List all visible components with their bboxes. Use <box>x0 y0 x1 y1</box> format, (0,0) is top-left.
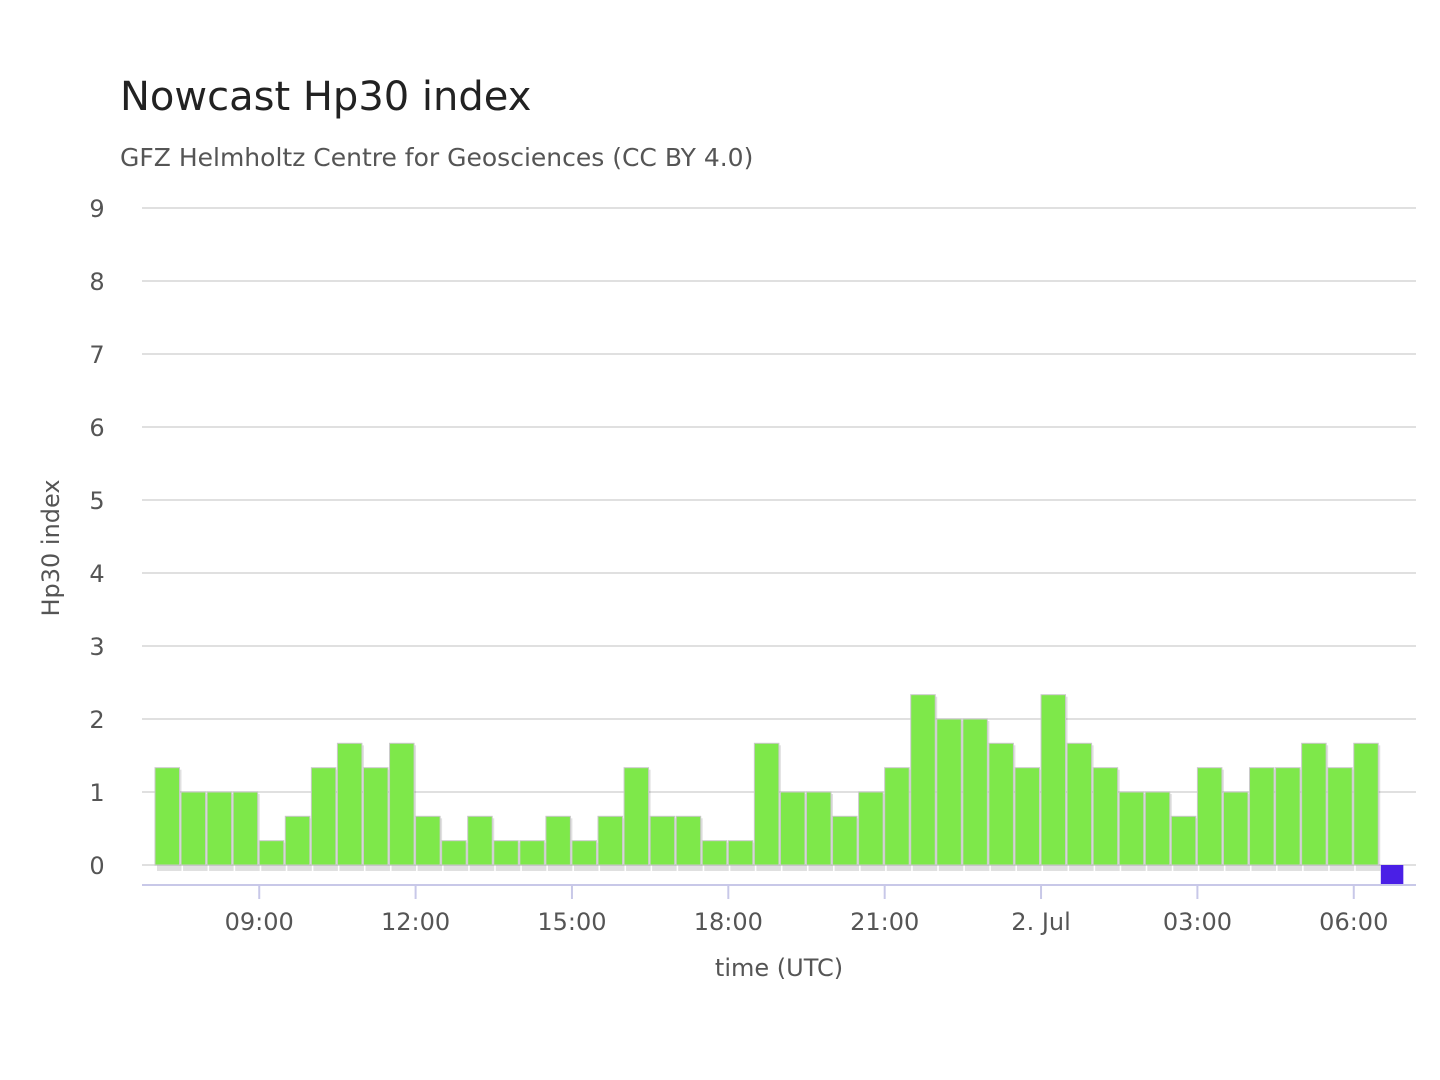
bar[interactable] <box>988 742 1014 866</box>
bar[interactable] <box>1144 791 1171 866</box>
y-tick-label: 1 <box>89 779 104 807</box>
bar[interactable] <box>1170 815 1197 866</box>
y-tick-label: 6 <box>89 414 104 442</box>
chart-subtitle: GFZ Helmholtz Centre for Geosciences (CC… <box>120 143 754 172</box>
bar[interactable] <box>336 742 363 866</box>
bar[interactable] <box>910 694 936 866</box>
bar[interactable] <box>1301 742 1327 866</box>
bar[interactable] <box>571 840 597 866</box>
bar[interactable] <box>1092 767 1119 866</box>
y-tick-label: 7 <box>89 341 104 369</box>
bar[interactable] <box>362 767 389 866</box>
y-axis-ticks: 0 1 2 3 4 5 6 7 8 9 <box>89 195 104 880</box>
bar-current[interactable] <box>1380 865 1404 884</box>
bar[interactable] <box>545 815 571 866</box>
bar[interactable] <box>441 840 467 866</box>
bar[interactable] <box>701 840 728 866</box>
bar[interactable] <box>519 840 545 866</box>
y-tick-label: 2 <box>89 706 104 734</box>
x-tick-label: 06:00 <box>1319 908 1388 936</box>
bar[interactable] <box>232 791 259 866</box>
bar[interactable] <box>467 815 493 866</box>
bar[interactable] <box>1249 767 1275 866</box>
bar[interactable] <box>936 718 962 866</box>
x-tick-label: 2. Jul <box>1011 908 1070 936</box>
bar[interactable] <box>258 840 285 866</box>
bar[interactable] <box>623 767 650 866</box>
bar[interactable] <box>1353 742 1379 866</box>
bar[interactable] <box>1275 767 1301 866</box>
bar[interactable] <box>727 840 754 866</box>
y-tick-label: 9 <box>89 195 104 223</box>
bar[interactable] <box>1118 791 1145 866</box>
bar[interactable] <box>154 767 180 866</box>
gridlines <box>142 207 1416 866</box>
bar[interactable] <box>597 815 624 866</box>
bar[interactable] <box>284 815 311 866</box>
bar[interactable] <box>1196 767 1223 866</box>
bars <box>154 694 1404 884</box>
bar[interactable] <box>675 815 702 866</box>
x-tick-label: 03:00 <box>1163 908 1232 936</box>
x-tick-label: 15:00 <box>537 908 606 936</box>
x-tick-label: 21:00 <box>850 908 919 936</box>
bar[interactable] <box>1014 767 1040 866</box>
x-tick-label: 09:00 <box>225 908 294 936</box>
y-tick-label: 5 <box>89 487 104 515</box>
bar[interactable] <box>493 840 519 866</box>
bar[interactable] <box>858 791 884 866</box>
y-tick-label: 4 <box>89 560 104 588</box>
bar[interactable] <box>310 767 337 866</box>
bar[interactable] <box>962 718 988 866</box>
bar[interactable] <box>806 791 832 866</box>
y-axis-label: Hp30 index <box>37 479 65 616</box>
x-axis: 09:00 12:00 15:00 18:00 21:00 2. Jul 03:00 06:0… <box>142 884 1416 936</box>
bar[interactable] <box>1222 791 1249 866</box>
bar[interactable] <box>649 815 676 866</box>
bar[interactable] <box>180 791 207 866</box>
bar[interactable] <box>389 742 415 866</box>
x-tick-label: 12:00 <box>381 908 450 936</box>
bar[interactable] <box>1327 767 1353 866</box>
x-tick-label: 18:00 <box>694 908 763 936</box>
bar[interactable] <box>779 791 806 866</box>
y-tick-label: 8 <box>89 268 104 296</box>
bar[interactable] <box>1040 694 1067 866</box>
x-axis-label: time (UTC) <box>715 954 843 982</box>
y-tick-label: 0 <box>89 852 104 880</box>
bar[interactable] <box>832 815 858 866</box>
bar[interactable] <box>1066 742 1093 866</box>
bar[interactable] <box>753 742 780 866</box>
bar[interactable] <box>206 791 233 866</box>
bar[interactable] <box>415 815 441 866</box>
chart-title: Nowcast Hp30 index <box>120 74 532 120</box>
y-tick-label: 3 <box>89 633 104 661</box>
bar[interactable] <box>884 767 910 866</box>
